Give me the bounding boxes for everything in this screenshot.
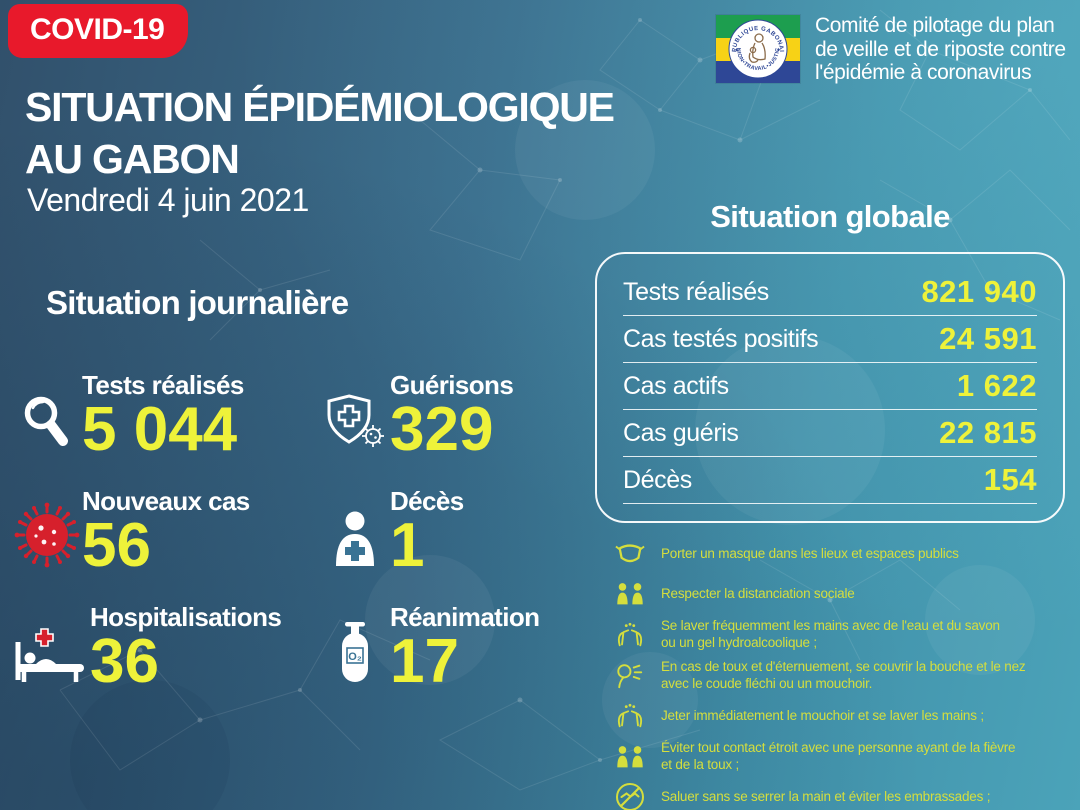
stat-label: Tests réalisés (82, 369, 244, 400)
table-row: Cas actifs 1 622 (623, 363, 1037, 410)
list-item: Jeter immédiatement le mouchoir et se la… (612, 700, 1067, 732)
stat-value: 5 044 (82, 394, 238, 464)
list-item: Éviter tout contact étroit avec une pers… (612, 740, 1067, 773)
row-value: 24 591 (939, 321, 1037, 356)
stat-deces: Décès 1 (320, 458, 582, 580)
advice-text: Respecter la distanciation sociale (661, 585, 855, 601)
row-value: 22 815 (939, 415, 1037, 450)
advice-text: En cas de toux et d'éternuement, se couv… (661, 659, 1026, 691)
list-item: Porter un masque dans les lieux et espac… (612, 538, 1067, 570)
stat-value: 1 (390, 510, 425, 580)
row-value: 1 622 (956, 368, 1037, 403)
stat-nouveaux-cas: Nouveaux cas 56 (12, 458, 320, 580)
stat-value: 36 (90, 626, 159, 696)
magnifier-icon (12, 392, 82, 458)
social-distance-icon (612, 578, 648, 610)
committee-logo-block: RÉPUBLIQUE GABONAISE UNION•TRAVAIL•JUSTI… (716, 14, 1066, 85)
stat-value: 329 (390, 394, 494, 464)
global-section-title: Situation globale (710, 199, 950, 234)
list-item: Saluer sans se serrer la main et éviter … (612, 781, 1067, 810)
mother-child-figure (748, 33, 766, 64)
table-row: Décès 154 (623, 457, 1037, 504)
prevention-advice-list: Porter un masque dans les lieux et espac… (612, 538, 1067, 810)
advice-text: Saluer sans se serrer la main et éviter … (661, 788, 991, 804)
stat-value: 17 (390, 626, 459, 696)
row-value: 821 940 (921, 274, 1037, 309)
seal-star-left: ✦ (734, 47, 739, 54)
row-label: Cas guéris (623, 418, 739, 447)
table-row: Cas testés positifs 24 591 (623, 316, 1037, 363)
committee-title: Comité de pilotage du plan de veille et … (815, 14, 1066, 85)
stat-label: Nouveaux cas (82, 485, 250, 516)
no-handshake-icon (612, 781, 648, 810)
list-item: Respecter la distanciation sociale (612, 578, 1067, 610)
hospital-bed-icon (12, 626, 90, 690)
oxygen-tank-icon: O₂ (320, 620, 390, 690)
stat-label: Décès (390, 485, 464, 516)
svg-text:O₂: O₂ (348, 651, 362, 663)
row-label: Tests réalisés (623, 277, 769, 306)
row-label: Décès (623, 465, 692, 494)
row-value: 154 (983, 462, 1037, 497)
advice-text: Jeter immédiatement le mouchoir et se la… (661, 707, 984, 723)
shield-cross-virus-icon (320, 392, 390, 458)
list-item: Se laver fréquemment les mains avec de l… (612, 618, 1067, 651)
stat-label: Hospitalisations (90, 601, 282, 632)
global-situation-panel: Tests réalisés 821 940 Cas testés positi… (595, 252, 1065, 523)
list-item: En cas de toux et d'éternuement, se couv… (612, 659, 1067, 692)
social-distance-icon (612, 741, 648, 773)
advice-text: Se laver fréquemment les mains avec de l… (661, 618, 1000, 650)
seal-star-right: ✦ (776, 47, 781, 54)
committee-title-line3: l'épidémie à coronavirus (815, 61, 1032, 84)
table-row: Cas guéris 22 815 (623, 410, 1037, 457)
hand-wash-icon (612, 700, 648, 732)
cough-elbow-icon (612, 660, 648, 692)
daily-section-title: Situation journalière (46, 284, 349, 321)
stat-label: Guérisons (390, 369, 514, 400)
committee-title-line1: Comité de pilotage du plan (815, 14, 1055, 37)
page-title-line1: SITUATION ÉPIDÉMIOLOGIQUE (25, 84, 615, 130)
mask-icon (612, 538, 648, 570)
table-row: Tests réalisés 821 940 (623, 269, 1037, 316)
gabon-flag: RÉPUBLIQUE GABONAISE UNION•TRAVAIL•JUSTI… (716, 15, 800, 84)
stat-reanimation: O₂ Réanimation 17 (320, 574, 582, 696)
stat-guerisons: Guérisons 329 (320, 342, 582, 464)
committee-title-line2: de veille et de riposte contre (815, 37, 1066, 61)
stat-value: 56 (82, 510, 151, 580)
stat-tests-realises: Tests réalisés 5 044 (12, 342, 320, 464)
hand-wash-icon (612, 619, 648, 651)
stat-label: Réanimation (390, 601, 540, 632)
row-label: Cas actifs (623, 371, 729, 400)
page-title-line2: AU GABON (25, 136, 240, 182)
advice-text: Éviter tout contact étroit avec une pers… (661, 740, 1016, 772)
covid19-badge: COVID-19 (8, 4, 189, 58)
republic-seal: RÉPUBLIQUE GABONAISE UNION•TRAVAIL•JUSTI… (728, 19, 788, 79)
stat-hospitalisations: Hospitalisations 36 (12, 574, 320, 696)
row-label: Cas testés positifs (623, 324, 819, 353)
virus-icon (12, 502, 82, 574)
advice-text: Porter un masque dans les lieux et espac… (661, 545, 959, 561)
report-date: Vendredi 4 juin 2021 (27, 182, 309, 218)
person-cross-icon (320, 510, 390, 574)
daily-stats-grid: Tests réalisés 5 044 Guérisons 329 (12, 342, 592, 696)
